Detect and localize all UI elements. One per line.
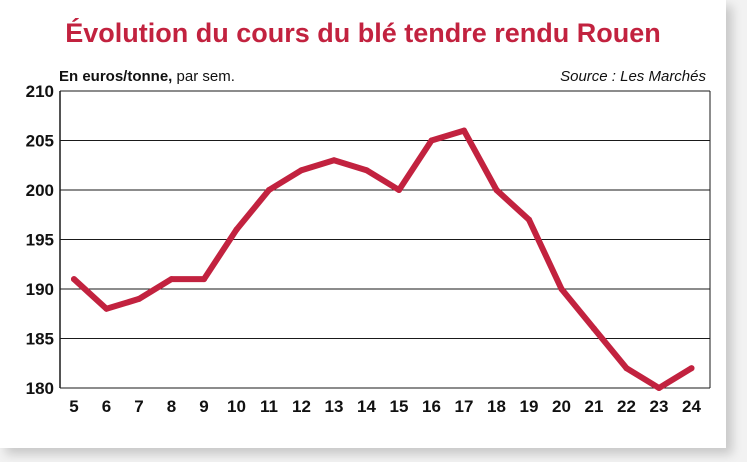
x-tick-label-17: 17: [455, 397, 474, 416]
x-tick-label-15: 15: [390, 397, 409, 416]
x-tick-label-14: 14: [357, 397, 376, 416]
chart-card: Évolution du cours du blé tendre rendu R…: [0, 0, 726, 448]
data-point-8: [168, 276, 175, 283]
x-axis-ticks: 5 6 7 8 9 10 11 12 13 14 15 16 17 18 19 20 21 22 23 24: [69, 397, 701, 416]
y-tick-label-210: 210: [26, 82, 54, 101]
x-tick-label-13: 13: [325, 397, 344, 416]
x-tick-label-6: 6: [102, 397, 111, 416]
data-point-21: [591, 325, 597, 332]
data-point-17: [461, 127, 467, 134]
x-tick-label-12: 12: [292, 397, 311, 416]
data-point-5: [71, 276, 77, 283]
source-label: Source : Les Marchés: [560, 68, 706, 85]
data-point-23: [656, 385, 662, 391]
data-point-9: [201, 276, 207, 283]
y-tick-label-205: 205: [26, 132, 54, 151]
x-tick-label-19: 19: [520, 397, 539, 416]
unit-label: En euros/tonne, par sem.: [59, 68, 235, 85]
data-point-10: [233, 226, 240, 233]
data-point-15: [396, 187, 402, 193]
y-axis-ticks: 180 185 190 195 200 205 210: [26, 82, 54, 398]
x-tick-label-5: 5: [69, 397, 78, 416]
x-tick-label-18: 18: [487, 397, 506, 416]
x-tick-label-7: 7: [134, 397, 143, 416]
x-tick-label-16: 16: [422, 397, 441, 416]
data-point-13: [331, 157, 337, 164]
data-point-16: [428, 137, 435, 144]
data-point-18: [493, 187, 500, 193]
x-tick-label-10: 10: [227, 397, 246, 416]
data-point-11: [266, 187, 272, 193]
unit-label-bold: En euros/tonne,: [59, 68, 172, 85]
chart-title: Évolution du cours du blé tendre rendu R…: [65, 17, 661, 48]
data-point-7: [136, 295, 142, 302]
line-chart: Évolution du cours du blé tendre rendu R…: [26, 17, 711, 416]
y-tick-label-195: 195: [26, 231, 54, 250]
y-tick-label-185: 185: [26, 330, 54, 349]
x-tick-label-8: 8: [167, 397, 176, 416]
x-tick-label-21: 21: [585, 397, 604, 416]
data-point-19: [526, 216, 532, 223]
data-point-12: [298, 167, 305, 174]
data-point-6: [103, 305, 110, 312]
grid-lines: [60, 90, 710, 389]
y-tick-label-190: 190: [26, 280, 54, 299]
x-tick-label-22: 22: [617, 397, 636, 416]
data-point-20: [558, 286, 565, 292]
data-point-24: [688, 365, 695, 372]
series-group: [71, 127, 695, 391]
x-tick-label-9: 9: [199, 397, 208, 416]
y-tick-label-180: 180: [26, 379, 54, 398]
series-line-0: [71, 127, 695, 391]
y-tick-label-200: 200: [26, 181, 54, 200]
axes: [59, 91, 711, 388]
data-point-22: [623, 365, 630, 372]
data-point-14: [363, 167, 370, 174]
x-tick-label-24: 24: [682, 397, 701, 416]
x-tick-label-11: 11: [260, 397, 278, 416]
x-tick-label-23: 23: [650, 397, 669, 416]
unit-label-rest: par sem.: [172, 68, 235, 85]
x-tick-label-20: 20: [552, 397, 571, 416]
